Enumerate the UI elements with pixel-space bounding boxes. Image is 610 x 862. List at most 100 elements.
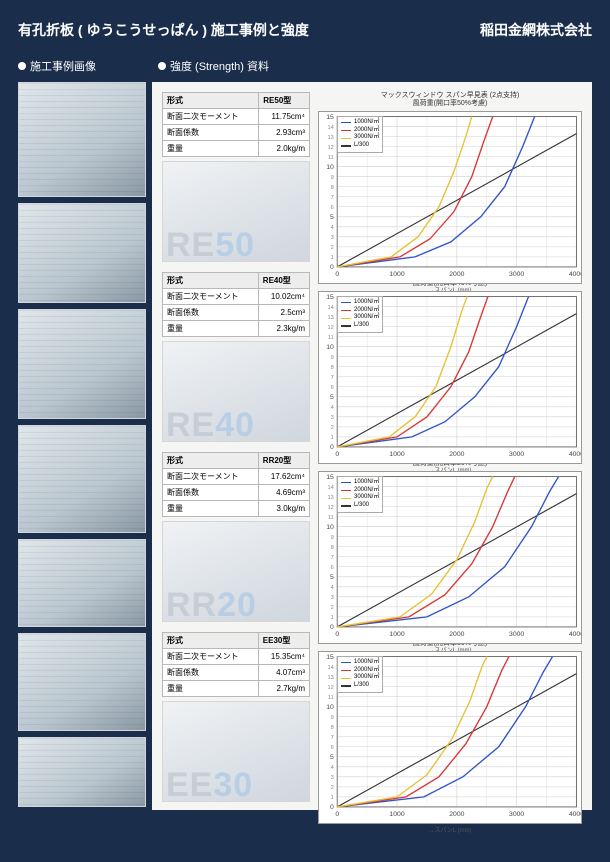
svg-text:5: 5 [330,574,334,581]
svg-text:4000: 4000 [569,451,581,458]
left-section-heading: 施工事例画像 [18,58,152,74]
svg-text:12: 12 [327,325,333,331]
right-section-heading: 強度 (Strength) 資料 [158,58,269,74]
spec-value: 2.93cm³ [259,125,310,141]
svg-text:7: 7 [331,735,334,741]
spec-table: 形式EE30型断面二次モーメント15.35cm⁴断面係数4.07cm³重量2.7… [162,632,310,697]
svg-text:1: 1 [331,255,334,261]
spec-key: 断面係数 [163,125,259,141]
spec-key: 断面係数 [163,665,259,681]
svg-text:2: 2 [331,425,334,431]
span-chart: 0100020003000400005101512346789111213141… [318,651,582,824]
company-name: 稲田金網株式会社 [480,20,592,40]
legend-swatch [341,670,351,672]
spec-key: 断面二次モーメント [163,289,259,305]
svg-text:9: 9 [331,535,334,541]
model-spec: 形式RE40型断面二次モーメント10.02cm⁴断面係数2.5cm³重量2.3k… [162,272,310,442]
chart-wrap: マックスウィンドウ スパン早見表 (2点支持)風荷重(開口率40%考慮)0100… [318,272,582,442]
svg-text:8: 8 [331,725,334,731]
svg-text:0: 0 [335,451,339,458]
spec-key: 断面二次モーメント [163,649,259,665]
legend-swatch [341,145,351,147]
spec-key: 重量 [163,681,259,697]
svg-text:14: 14 [327,125,333,131]
legend-swatch [341,482,351,484]
svg-text:15: 15 [326,114,334,121]
svg-text:10: 10 [326,344,334,351]
legend-swatch [341,122,351,124]
svg-text:11: 11 [328,515,334,521]
svg-text:5: 5 [330,394,334,401]
spec-value: 3.0kg/m [258,501,309,517]
example-photo [18,633,146,731]
svg-text:2: 2 [331,245,334,251]
svg-text:4000: 4000 [569,811,581,818]
svg-text:13: 13 [327,315,333,321]
svg-text:8: 8 [331,545,334,551]
example-photo [18,82,146,197]
svg-text:3000: 3000 [509,271,524,278]
model-watermark: EE30 [162,768,310,802]
legend-label: 1000N/㎡ [354,479,379,487]
legend-label: L/300 [354,502,369,510]
svg-text:2000: 2000 [449,631,464,638]
legend-swatch [341,498,351,500]
legend-swatch [341,318,351,320]
svg-text:9: 9 [331,715,334,721]
header: 有孔折板 ( ゆうこうせっぱん ) 施工事例と強度 稲田金網株式会社 [18,20,592,40]
legend-swatch [341,678,351,680]
content: 形式RE50型断面二次モーメント11.75cm⁴断面係数2.93cm³重量2.0… [18,82,592,810]
svg-text:5: 5 [330,214,334,221]
svg-text:0: 0 [335,631,339,638]
legend-swatch [341,138,351,140]
legend-swatch [341,130,351,132]
svg-text:10: 10 [326,704,334,711]
model-watermark: RE50 [162,228,310,262]
svg-text:14: 14 [327,305,333,311]
spec-value: 11.75cm⁴ [259,109,310,125]
x-axis-label: →スパンL (mm) [318,825,582,834]
svg-text:15: 15 [326,654,334,661]
svg-text:4: 4 [331,225,334,231]
model-block: 形式RE50型断面二次モーメント11.75cm⁴断面係数2.93cm³重量2.0… [162,92,582,262]
spec-value: 15.35cm⁴ [258,649,309,665]
photo-column [18,82,146,810]
svg-text:4: 4 [331,405,334,411]
svg-text:10: 10 [326,524,334,531]
svg-text:13: 13 [327,135,333,141]
legend-swatch [341,325,351,327]
svg-text:15: 15 [326,294,334,301]
legend-row: 3000N/㎡ [341,494,379,502]
legend-row: L/300 [341,502,379,510]
svg-text:2000: 2000 [449,811,464,818]
svg-text:3: 3 [331,415,334,421]
svg-text:1: 1 [331,435,334,441]
svg-text:14: 14 [327,485,333,491]
legend-row: 3000N/㎡ [341,134,379,142]
legend-label: L/300 [354,142,369,150]
legend-label: 1000N/㎡ [354,119,379,127]
spec-form-value: RE40型 [258,273,309,289]
spec-value: 4.69cm³ [258,485,309,501]
span-chart: 0100020003000400005101512346789111213141… [318,471,582,644]
spec-form-value: RR20型 [258,453,309,469]
legend-label: 3000N/㎡ [354,494,379,502]
legend-row: L/300 [341,142,379,150]
chart-title: マックスウィンドウ スパン早見表 (2点支持)風荷重(開口率50%考慮) [318,92,582,109]
svg-text:2: 2 [331,785,334,791]
svg-text:2000: 2000 [449,271,464,278]
chart-wrap: マックスウィンドウ スパン早見表 (2点支持)風荷重(開口率30%考慮)0100… [318,632,582,802]
svg-text:9: 9 [331,175,334,181]
svg-text:3000: 3000 [509,631,524,638]
legend-row: 1000N/㎡ [341,659,379,667]
chart-wrap: マックスウィンドウ スパン早見表 (2点支持)風荷重(開口率50%考慮)0100… [318,92,582,262]
svg-text:7: 7 [331,555,334,561]
svg-text:1: 1 [331,795,334,801]
svg-text:4: 4 [331,765,334,771]
svg-text:0: 0 [330,804,334,811]
legend-swatch [341,302,351,304]
legend-swatch [341,505,351,507]
svg-text:8: 8 [331,365,334,371]
svg-text:0: 0 [335,811,339,818]
legend-row: 1000N/㎡ [341,479,379,487]
